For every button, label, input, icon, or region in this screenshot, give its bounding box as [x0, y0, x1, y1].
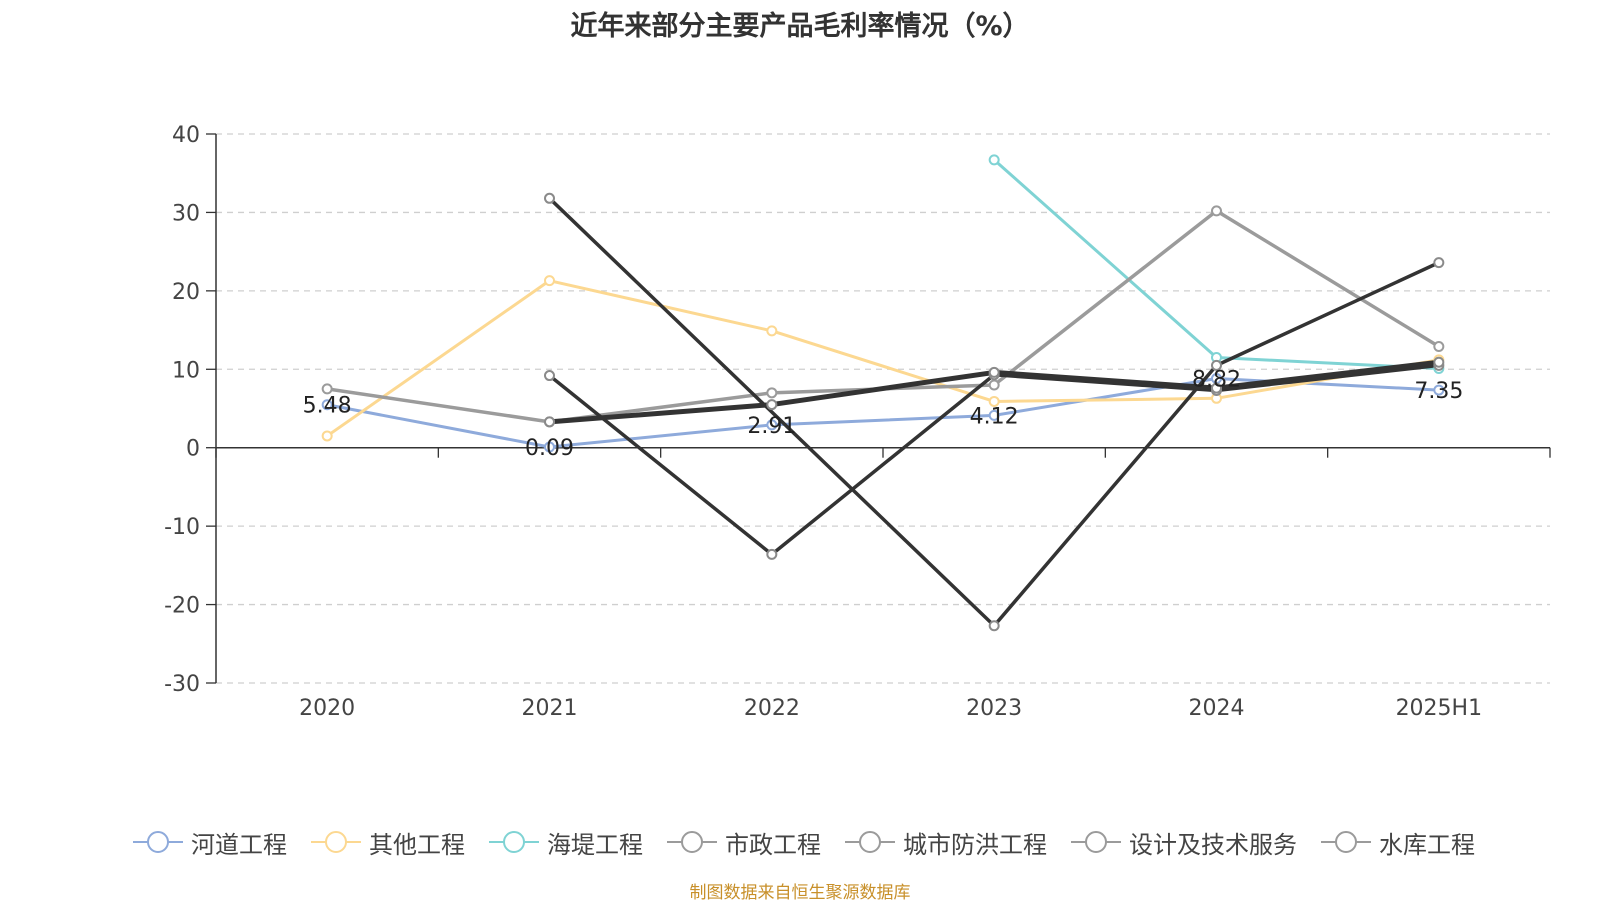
data-point: [544, 370, 555, 382]
x-tick-label: 2023: [966, 696, 1022, 721]
data-point: [1433, 257, 1445, 269]
chart-title: 近年来部分主要产品毛利率情况（%）: [570, 11, 1030, 42]
legend-marker-icon: [845, 831, 895, 853]
data-source: 制图数据来自恒生聚源数据库: [689, 883, 911, 903]
legend-marker-icon: [667, 831, 717, 853]
x-tick-label: 2022: [744, 696, 800, 721]
data-point: [766, 325, 778, 337]
y-tick-label: -10: [164, 515, 200, 540]
y-tick-label: -20: [164, 594, 200, 619]
y-tick-label: 0: [186, 437, 200, 462]
legend-item-chengshifanghong[interactable]: 城市防洪工程: [845, 822, 1047, 862]
legend-marker-icon: [311, 831, 361, 853]
legend-marker-icon: [1071, 831, 1121, 853]
legend-item-hedao[interactable]: 河道工程: [133, 822, 287, 862]
y-tick-label: 20: [172, 280, 200, 305]
data-point: [321, 383, 333, 395]
data-point: [1211, 382, 1222, 394]
legend-marker-icon: [489, 831, 539, 853]
data-point: [988, 379, 1000, 391]
data-point: [988, 154, 1000, 166]
series-line: [326, 279, 1440, 438]
data-point: [988, 620, 1000, 632]
legend-marker-icon: [1321, 831, 1371, 853]
data-point: [1433, 384, 1445, 396]
chart-legend: 河道工程 其他工程 海堤工程 市政工程 城市防洪工程 设计及: [0, 822, 1600, 862]
x-tick-label: 2024: [1189, 696, 1245, 721]
x-tick-label: 2021: [522, 696, 578, 721]
data-point: [544, 192, 555, 204]
y-tick-label: 40: [172, 123, 200, 148]
data-point: [544, 275, 555, 287]
data-label: 4.12: [970, 404, 1019, 429]
y-tick-label: 10: [172, 358, 200, 383]
data-point: [766, 419, 778, 431]
legend-label: 海堤工程: [547, 830, 643, 859]
data-point: [766, 399, 778, 411]
legend-item-shuiku[interactable]: 水库工程: [1321, 822, 1475, 862]
data-label: 5.48: [303, 394, 352, 419]
data-point: [1211, 359, 1222, 371]
data-point: [544, 416, 555, 428]
data-point: [1433, 356, 1445, 368]
data-point: [321, 430, 333, 442]
legend-marker-icon: [133, 831, 183, 853]
legend-label: 水库工程: [1379, 830, 1475, 859]
legend-label: 市政工程: [725, 830, 821, 859]
data-point: [988, 409, 1000, 421]
legend-label: 其他工程: [369, 830, 465, 859]
data-label: 0.09: [525, 436, 574, 461]
data-point: [321, 399, 333, 411]
data-point: [766, 548, 778, 560]
x-tick-label: 2025H1: [1396, 696, 1483, 721]
data-point: [544, 441, 555, 453]
x-tick-label: 2020: [299, 696, 355, 721]
legend-label: 设计及技术服务: [1129, 830, 1297, 859]
legend-item-shizheng[interactable]: 市政工程: [667, 822, 821, 862]
data-point: [1433, 341, 1445, 353]
series-line: [993, 158, 1439, 370]
data-point: [766, 387, 778, 399]
data-point: [988, 366, 1000, 378]
legend-label: 城市防洪工程: [903, 830, 1047, 859]
data-label: 2.91: [747, 414, 796, 439]
y-tick-label: 30: [172, 201, 200, 226]
series-line: [548, 197, 1440, 628]
data-label: 8.82: [1192, 368, 1241, 393]
data-point: [1211, 205, 1222, 217]
series-line: [326, 377, 1439, 449]
data-point: [988, 395, 1000, 407]
y-tick-label: -30: [164, 672, 200, 697]
legend-label: 河道工程: [191, 830, 287, 859]
legend-item-haidi[interactable]: 海堤工程: [489, 822, 643, 862]
data-label: 7.35: [1414, 379, 1463, 404]
legend-item-qita[interactable]: 其他工程: [311, 822, 465, 862]
legend-item-sheji[interactable]: 设计及技术服务: [1071, 822, 1297, 862]
